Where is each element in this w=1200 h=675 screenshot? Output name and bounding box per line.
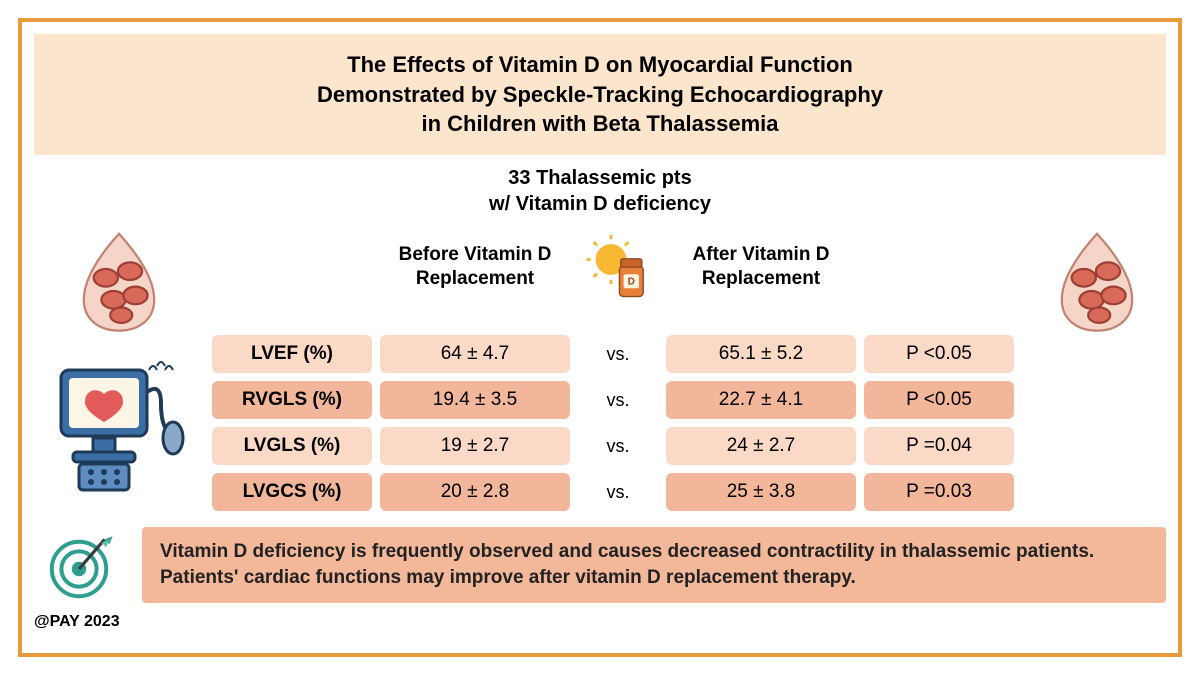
row-vs: vs. [578,482,658,503]
row-vs: vs. [578,344,658,365]
row-before-value: 19.4 ± 3.5 [380,381,570,419]
row-after-value: 65.1 ± 5.2 [666,335,856,373]
row-before-value: 19 ± 2.7 [380,427,570,465]
target-icon [34,525,124,605]
blood-cells-right-icon [1022,225,1172,335]
attribution: @PAY 2023 [34,613,1166,631]
vitamin-d-icon: D [578,235,658,305]
row-after-value: 22.7 ± 4.1 [666,381,856,419]
row-vs: vs. [578,436,658,457]
row-label: LVGLS (%) [212,427,372,465]
title-line-3: in Children with Beta Thalassemia [44,109,1156,139]
col-before-heading: Before Vitamin D Replacement [380,239,570,301]
title-line-1: The Effects of Vitamin D on Myocardial F… [44,50,1156,80]
row-label: LVGCS (%) [212,473,372,511]
title-band: The Effects of Vitamin D on Myocardial F… [34,34,1166,155]
row-p-value: P <0.05 [864,381,1014,419]
row-label: LVEF (%) [212,335,372,373]
col-after-heading: After Vitamin D Replacement [666,239,856,301]
echo-machine-icon [34,352,204,502]
row-before-value: 64 ± 4.7 [380,335,570,373]
subheading: 33 Thalassemic pts w/ Vitamin D deficien… [34,165,1166,217]
subhead-line-2: w/ Vitamin D deficiency [34,191,1166,217]
row-before-value: 20 ± 2.8 [380,473,570,511]
row-after-value: 24 ± 2.7 [666,427,856,465]
row-vs: vs. [578,390,658,411]
conclusion-text: Vitamin D deficiency is frequently obser… [142,527,1166,602]
svg-text:D: D [628,277,635,288]
infographic-frame: The Effects of Vitamin D on Myocardial F… [18,18,1182,657]
row-p-value: P =0.03 [864,473,1014,511]
subhead-line-1: 33 Thalassemic pts [34,165,1166,191]
row-p-value: P <0.05 [864,335,1014,373]
data-grid: Before Vitamin D Replacement D After Vit… [34,225,1166,519]
blood-cells-left-icon [34,225,204,335]
conclusion-row: Vitamin D deficiency is frequently obser… [34,525,1166,605]
row-label: RVGLS (%) [212,381,372,419]
row-p-value: P =0.04 [864,427,1014,465]
row-after-value: 25 ± 3.8 [666,473,856,511]
title-line-2: Demonstrated by Speckle-Tracking Echocar… [44,80,1156,110]
